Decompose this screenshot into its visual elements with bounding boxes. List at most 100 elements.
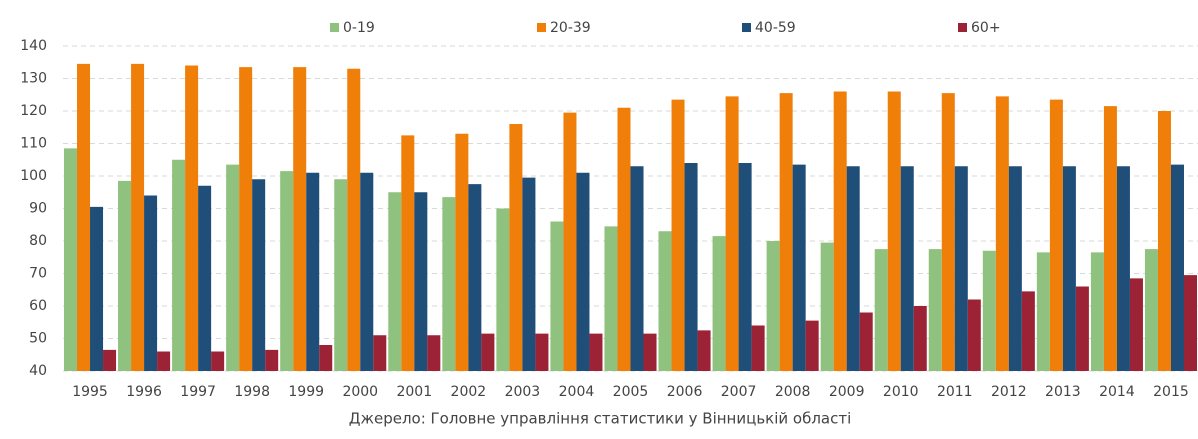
bar: [684, 163, 698, 371]
bar: [103, 349, 117, 371]
bar: [658, 231, 672, 371]
bar: [90, 206, 104, 371]
bar: [496, 208, 510, 371]
bar: [319, 345, 333, 371]
bar: [1183, 275, 1197, 371]
bar: [550, 221, 564, 371]
x-tick-label: 2010: [883, 384, 919, 400]
bar: [293, 67, 307, 371]
bar: [643, 333, 657, 371]
bar: [1116, 166, 1130, 371]
bar: [1008, 166, 1022, 371]
bar: [604, 226, 618, 371]
bar: [535, 333, 549, 371]
bar: [913, 306, 927, 371]
bar: [900, 166, 914, 371]
x-tick-label: 2003: [505, 384, 541, 400]
bar: [1021, 291, 1035, 371]
x-tick-label: 2004: [559, 384, 595, 400]
bar: [481, 333, 495, 371]
bar: [401, 135, 415, 371]
bar: [766, 241, 780, 371]
bar: [226, 164, 240, 371]
bar: [131, 63, 145, 371]
legend-label: 40-59: [755, 20, 796, 36]
y-tick-label: 120: [20, 103, 47, 119]
bar: [671, 99, 685, 371]
bar: [468, 184, 482, 371]
x-tick-label: 2013: [1045, 384, 1081, 400]
x-tick-label: 2001: [396, 384, 432, 400]
bar: [725, 96, 739, 371]
x-tick-label: 2006: [667, 384, 703, 400]
bar: [427, 335, 441, 371]
bar: [887, 91, 901, 371]
bar: [779, 93, 793, 371]
bar: [1144, 249, 1158, 371]
bar: [589, 333, 603, 371]
y-tick-label: 140: [20, 38, 47, 54]
x-tick-label: 2011: [937, 384, 973, 400]
bar: [373, 335, 387, 371]
bar: [442, 197, 456, 371]
x-tick-label: 2000: [342, 384, 378, 400]
bar: [738, 163, 752, 371]
bar: [630, 166, 644, 371]
bar: [928, 249, 942, 371]
y-tick-label: 50: [29, 331, 47, 347]
bar: [388, 192, 402, 371]
bar: [144, 195, 158, 371]
legend-swatch: [742, 23, 751, 32]
y-tick-label: 100: [20, 168, 47, 184]
bar: [874, 249, 888, 371]
y-tick-label: 90: [29, 201, 47, 217]
bar: [1036, 252, 1050, 371]
bar: [198, 185, 212, 371]
bar: [185, 65, 199, 371]
legend-swatch: [958, 23, 967, 32]
legend-swatch: [537, 23, 546, 32]
bar: [1157, 111, 1171, 371]
bar: [1103, 106, 1117, 371]
bar: [280, 171, 294, 371]
bar: [697, 330, 711, 371]
y-tick-label: 80: [29, 233, 47, 249]
bar: [954, 166, 968, 371]
bar: [77, 63, 91, 371]
bar: [1049, 99, 1063, 371]
x-tick-label: 2007: [721, 384, 757, 400]
bar: [360, 172, 374, 371]
bar: [833, 91, 847, 371]
bar: [982, 250, 996, 371]
bar: [563, 112, 577, 371]
bar: [805, 320, 819, 371]
x-tick-label: 2015: [1153, 384, 1189, 400]
source-note: Джерело: Головне управління статистики у…: [349, 410, 852, 428]
bar: [239, 67, 253, 371]
x-tick-label: 2012: [991, 384, 1027, 400]
bar: [995, 96, 1009, 371]
legend-swatch: [330, 23, 339, 32]
bar: [118, 180, 132, 371]
bar: [347, 68, 361, 371]
bar: [265, 349, 279, 371]
bar: [64, 148, 78, 371]
y-tick-label: 130: [20, 71, 47, 87]
x-tick-label: 1997: [180, 384, 216, 400]
bar: [1062, 166, 1076, 371]
x-tick-label: 2009: [829, 384, 865, 400]
bar: [1129, 278, 1143, 371]
legend-label: 0-19: [343, 20, 375, 36]
bar: [576, 172, 590, 371]
bar: [1090, 252, 1104, 371]
bar: [859, 312, 873, 371]
bar: [211, 351, 225, 371]
bar: [414, 192, 428, 371]
bar: [522, 177, 536, 371]
bar: [455, 133, 469, 371]
x-tick-label: 2014: [1099, 384, 1135, 400]
bar: [1170, 164, 1184, 371]
bar: [172, 159, 186, 371]
bar: [157, 351, 171, 371]
